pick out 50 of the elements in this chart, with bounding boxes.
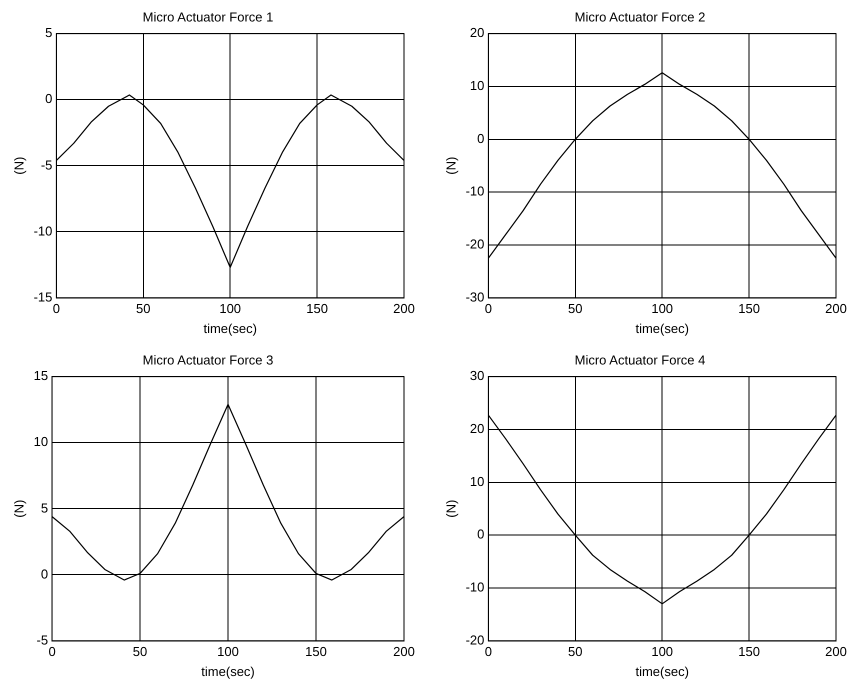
x-tick-label: 50 xyxy=(136,301,151,316)
y-tick-label: -5 xyxy=(36,632,48,648)
y-tick-label: 0 xyxy=(45,91,52,106)
x-tick-label: 100 xyxy=(219,301,242,316)
y-tick-label: -20 xyxy=(466,632,484,648)
y-tick-label: -15 xyxy=(34,289,52,304)
y-tick-label: 20 xyxy=(470,421,484,436)
x-tick-label: 200 xyxy=(393,644,415,660)
x-tick-label: 100 xyxy=(651,644,674,660)
x-axis-title: time(sec) xyxy=(201,664,255,679)
x-tick-label: 50 xyxy=(568,644,583,660)
y-tick-label: 20 xyxy=(470,25,484,40)
y-tick-label: 0 xyxy=(477,526,484,542)
x-tick-label: 150 xyxy=(305,644,327,660)
y-tick-label: 0 xyxy=(40,566,48,582)
chart-title: Micro Actuator Force 2 xyxy=(574,9,706,24)
y-tick-label: 5 xyxy=(40,500,48,516)
y-tick-label: 10 xyxy=(34,434,48,450)
x-tick-label: 200 xyxy=(825,644,847,660)
x-axis-title: time(sec) xyxy=(635,320,689,336)
x-tick-label: 150 xyxy=(306,301,328,316)
y-tick-label: 10 xyxy=(470,78,484,94)
y-tick-label: -10 xyxy=(466,580,484,595)
x-tick-label: 100 xyxy=(217,644,239,660)
y-axis-title: (N) xyxy=(443,156,458,175)
y-tick-label: -20 xyxy=(466,236,484,252)
y-tick-label: 30 xyxy=(470,368,484,384)
chart-title: Micro Actuator Force 1 xyxy=(142,9,274,24)
x-tick-label: 150 xyxy=(738,644,760,660)
y-axis-title: (N) xyxy=(11,500,26,518)
x-tick-label: 200 xyxy=(825,301,847,316)
y-axis-title: (N) xyxy=(11,156,26,175)
x-tick-label: 150 xyxy=(738,301,760,316)
x-tick-label: 200 xyxy=(393,301,415,316)
y-tick-label: -10 xyxy=(466,184,484,199)
y-tick-label: -5 xyxy=(40,157,52,172)
y-tick-label: 5 xyxy=(45,25,52,40)
y-axis-title: (N) xyxy=(443,500,458,518)
y-tick-label: 10 xyxy=(470,474,484,489)
x-tick-label: 100 xyxy=(651,301,674,316)
y-tick-label: 0 xyxy=(477,130,484,146)
x-axis-title: time(sec) xyxy=(635,664,689,679)
x-tick-label: 50 xyxy=(568,301,583,316)
y-tick-label: 15 xyxy=(34,368,48,384)
x-tick-label: 50 xyxy=(132,644,148,660)
x-axis-title: time(sec) xyxy=(203,320,257,336)
y-tick-label: -30 xyxy=(466,289,484,304)
chart-title: Micro Actuator Force 3 xyxy=(142,352,274,368)
y-tick-label: -10 xyxy=(34,223,52,238)
chart-title: Micro Actuator Force 4 xyxy=(574,352,706,368)
